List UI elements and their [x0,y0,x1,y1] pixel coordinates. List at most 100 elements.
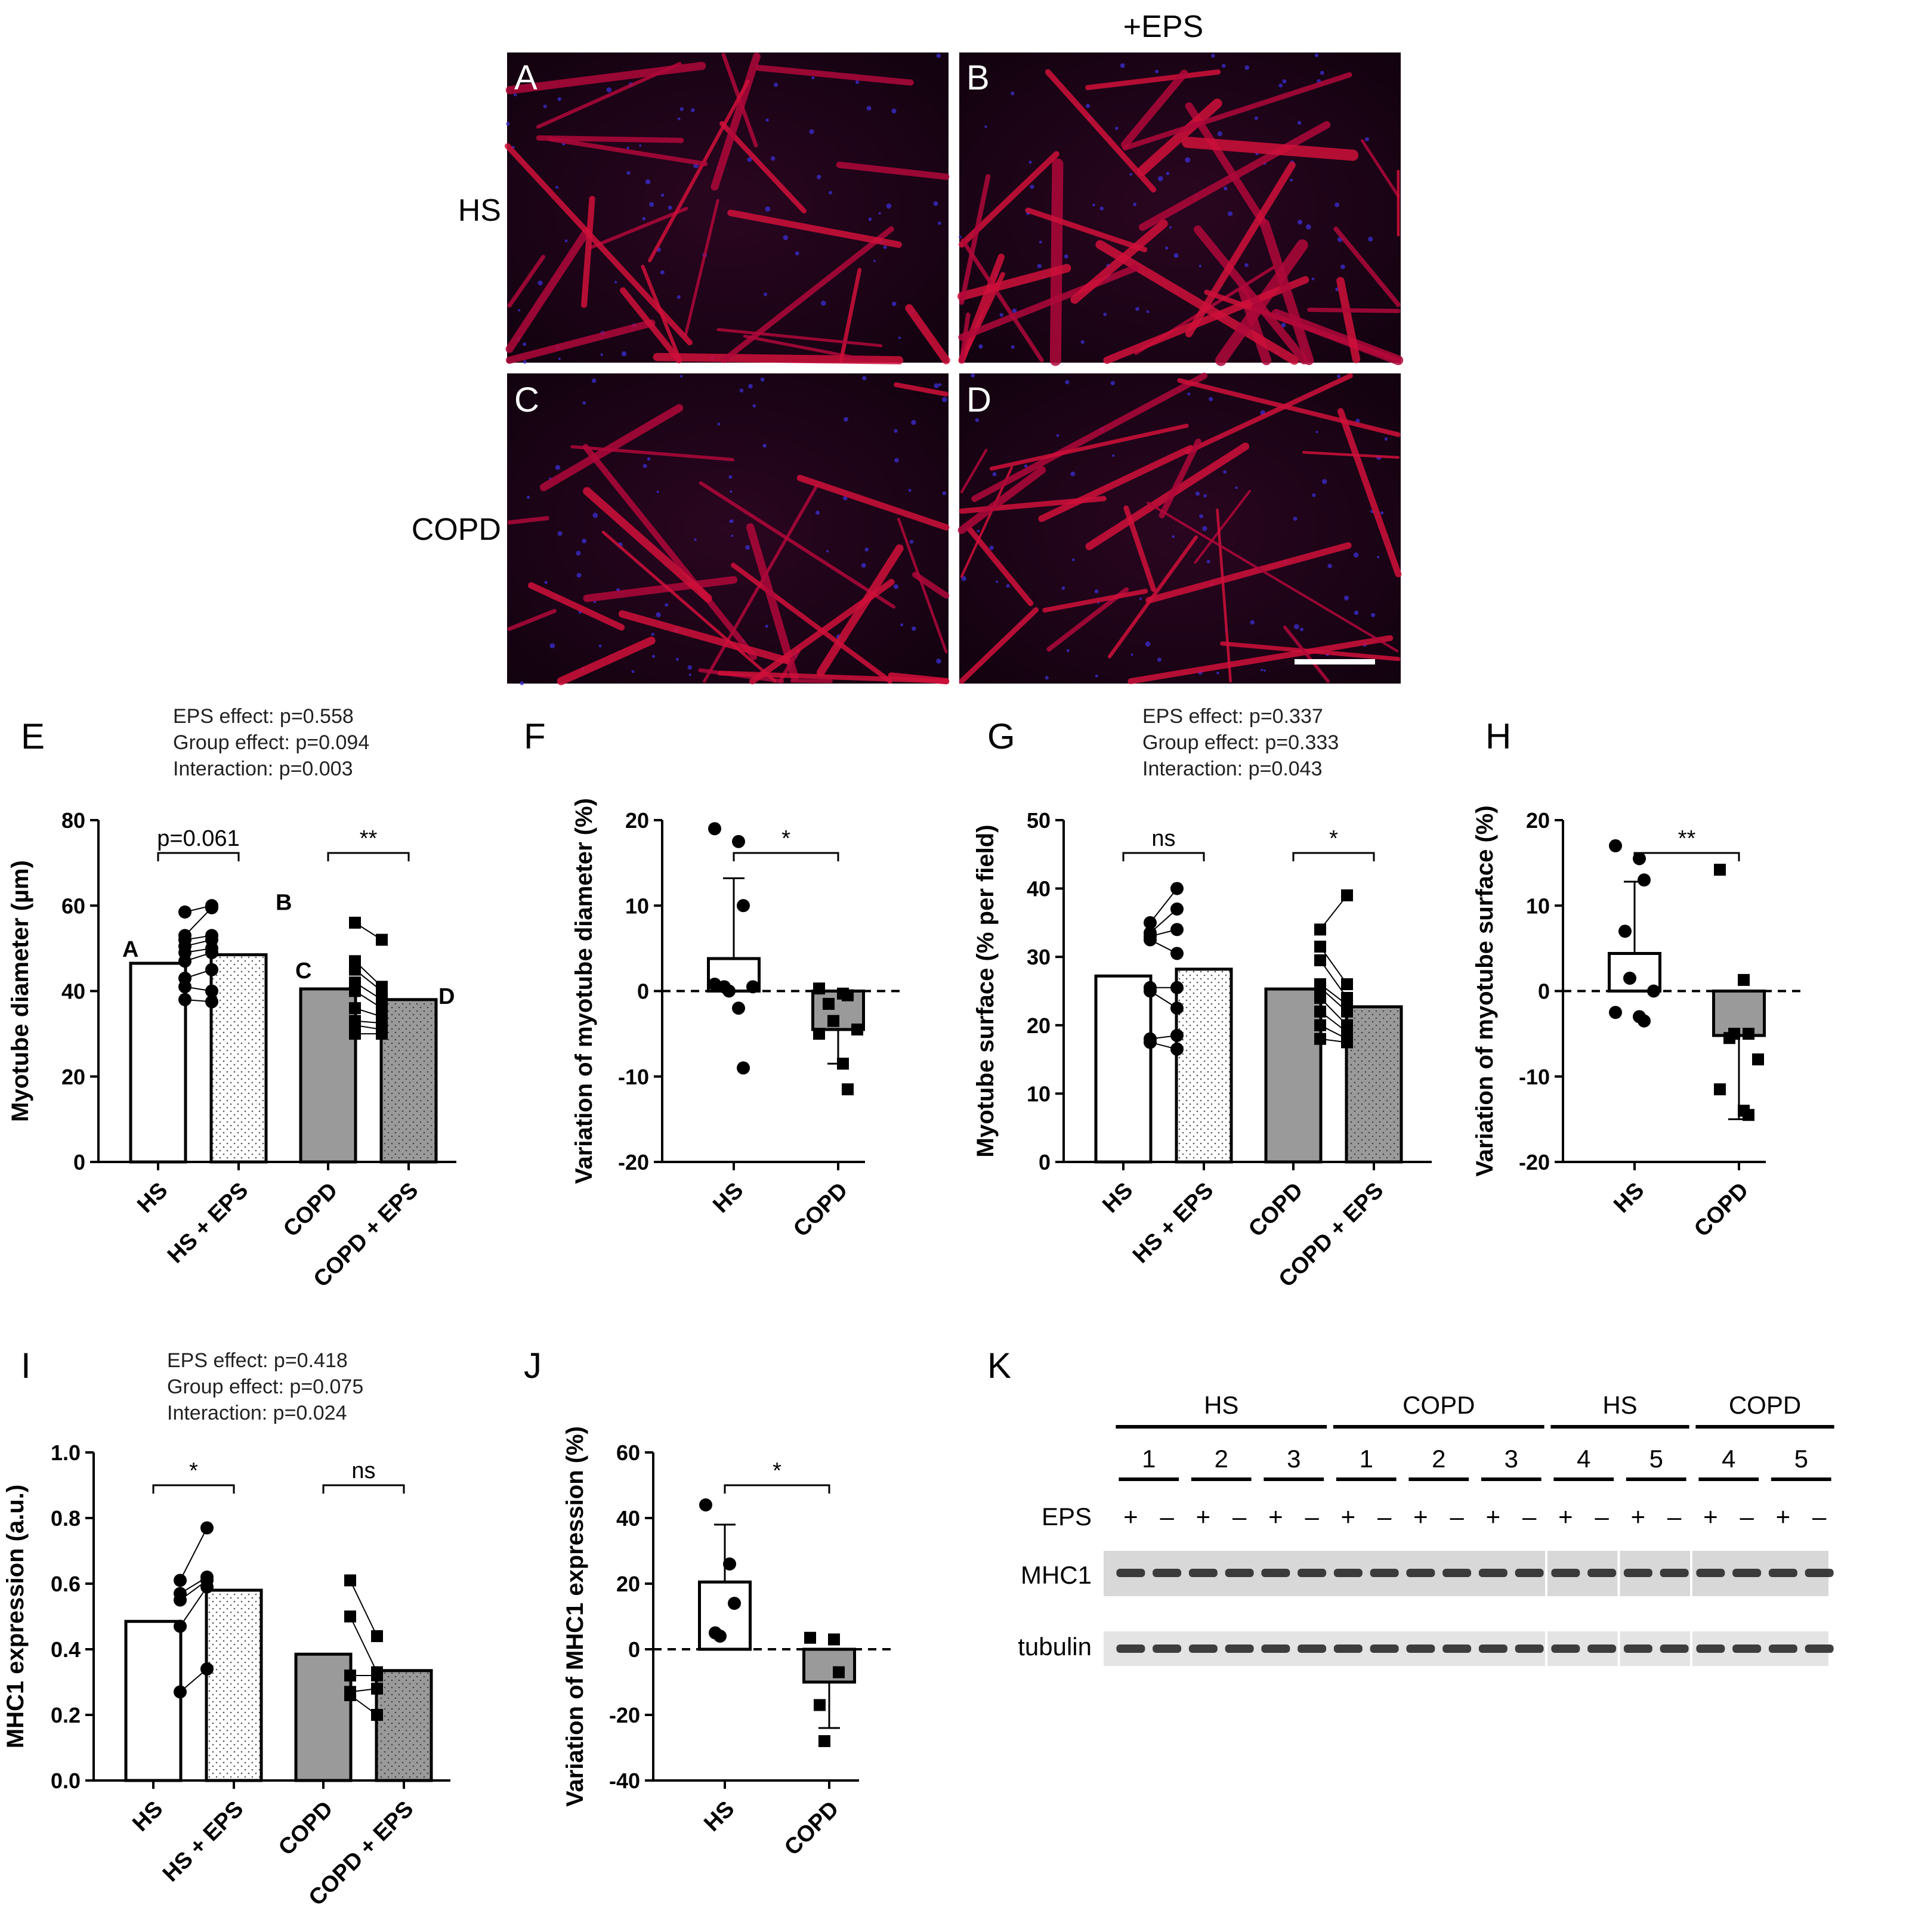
data-point [1752,1053,1764,1066]
subject-label: 3 [1287,1445,1300,1473]
y-tick-label: 10 [1027,1081,1051,1106]
significance-bracket [1292,852,1375,861]
eps-sign: + [1341,1503,1356,1531]
blot-row-label-mhc1: MHC1 [1021,1561,1092,1589]
data-point [1609,1006,1622,1019]
myotube [1045,69,1157,193]
nucleus [564,239,568,243]
nucleus [506,122,510,126]
y-tick-label: -20 [1519,1150,1550,1174]
x-category-label: HS [1098,1178,1138,1218]
data-point [205,995,218,1009]
nucleus [717,422,721,426]
nucleus [1263,669,1266,672]
nucleus [1384,437,1388,441]
nucleus [626,171,631,175]
myotube [507,608,557,631]
data-point [827,1015,839,1027]
data-point [737,899,750,913]
y-tick-label: 40 [61,979,85,1004]
myotube [1025,207,1148,252]
nucleus [933,201,938,206]
y-tick-label: -10 [618,1065,649,1089]
nucleus [892,301,897,307]
mhc1-band [1406,1569,1435,1577]
data-point [1743,1028,1754,1040]
nucleus [1380,511,1384,515]
data-point [713,1630,727,1643]
myotube [1145,542,1352,604]
bar [299,987,357,1164]
subject-label: 2 [1215,1445,1228,1473]
myotube [959,312,971,363]
myotube [743,335,871,362]
tubulin-band [1153,1644,1182,1653]
significance-label: ** [1678,826,1696,851]
data-point [205,929,218,942]
nucleus [1216,671,1219,675]
mhc1-band [1551,1569,1580,1577]
significance-label: p=0.061 [157,826,239,851]
nucleus [747,157,752,162]
data-point [200,1662,214,1676]
eps-sign: + [1631,1503,1646,1531]
nucleus [989,545,994,551]
nucleus [977,529,980,533]
nucleus [770,156,776,161]
y-axis-title: Variation of myotube surface (%) [1472,805,1498,1176]
nucleus [1169,226,1172,229]
blot-row-label-tubulin: tubulin [1018,1633,1092,1661]
nucleus [1223,470,1227,474]
nucleus [1260,668,1264,672]
y-tick-label: 0 [1039,1150,1051,1174]
bar [129,962,187,1164]
micrograph-c [507,373,950,685]
tubulin-band [1732,1644,1762,1653]
myotube [710,52,761,191]
nucleus [1164,246,1169,250]
panel-letter-f: F [524,716,546,756]
data-point [1618,925,1632,938]
significance-bracket [724,1484,830,1494]
myotube [601,530,777,683]
myotube [1085,69,1221,91]
nucleus [1300,627,1303,632]
nucleus [631,670,635,673]
nucleus [544,580,548,585]
data-point [1738,973,1750,986]
nucleus [1343,595,1349,601]
data-point [344,1574,356,1587]
myotube [1136,98,1222,177]
nucleus [557,97,561,101]
myotube [1259,219,1314,366]
y-tick-label: 0 [1538,979,1550,1004]
nucleus [1217,131,1223,137]
micrograph-d [957,372,1402,684]
y-tick-label: 0.6 [51,1572,81,1596]
bar [1345,1005,1403,1164]
myotube [582,444,758,660]
eps-sign: + [1703,1503,1718,1531]
nucleus [1066,649,1070,653]
data-point [1638,873,1651,887]
myotube [505,61,706,94]
nucleus [600,353,603,356]
nucleus [675,658,679,661]
data-point [349,976,361,989]
micrograph-letter-a: A [514,58,537,97]
micrograph-a [504,52,950,364]
panel-letter-i: I [21,1346,31,1386]
eps-sign: – [1595,1503,1609,1531]
eps-sign: – [1305,1503,1319,1531]
eps-sign: – [1522,1503,1537,1531]
mhc1-band [1153,1569,1182,1577]
subject-label: 4 [1577,1445,1590,1473]
data-point [1144,1032,1157,1046]
myotube [905,304,950,364]
nucleus [762,444,767,448]
eps-sign: – [1160,1503,1174,1531]
nucleus [941,397,947,403]
data-point [174,1619,187,1633]
data-point [699,1498,712,1511]
data-point [1170,882,1184,895]
